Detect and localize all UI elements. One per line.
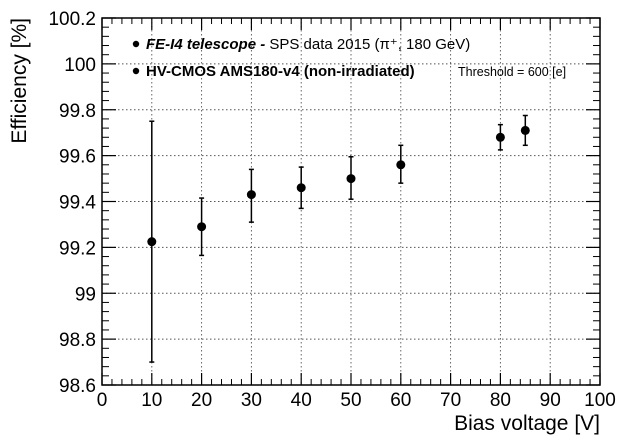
- x-axis-title: Bias voltage [V]: [454, 412, 600, 435]
- svg-text:FE-I4 telescope - SPS data 201: FE-I4 telescope - SPS data 2015 (π⁺, 180…: [146, 36, 470, 53]
- legend-line2-bold: HV-CMOS AMS180-v4 (non-irradiated): [146, 63, 415, 80]
- legend-line1-rest: SPS data 2015 (π⁺, 180 GeV): [265, 36, 470, 53]
- x-tick-label: 30: [241, 390, 262, 411]
- axis-ticks: [101, 17, 601, 386]
- data-point: [246, 190, 256, 200]
- y-tick-label: 98.8: [59, 330, 96, 351]
- x-tick-label: 20: [191, 390, 212, 411]
- legend-marker-1: [132, 40, 140, 48]
- legend-threshold: Threshold = 600 [e]: [458, 65, 566, 79]
- data-point: [346, 174, 356, 184]
- x-tick-label: 60: [390, 390, 411, 411]
- data-point: [197, 222, 207, 232]
- legend-line1-bold: FE-I4 telescope -: [146, 36, 265, 53]
- data-point: [520, 125, 530, 135]
- y-tick-label: 99.2: [59, 238, 96, 259]
- legend: FE-I4 telescope - SPS data 2015 (π⁺, 180…: [132, 36, 566, 80]
- x-tick-label: 100: [584, 390, 616, 411]
- y-tick-label: 99.6: [59, 147, 96, 168]
- y-tick-label: 100: [64, 55, 96, 76]
- x-tick-label: 70: [440, 390, 461, 411]
- x-tick-label: 50: [340, 390, 361, 411]
- x-tick-label: 0: [97, 390, 108, 411]
- y-tick-label: 98.6: [59, 376, 96, 397]
- y-tick-label: 99.4: [59, 193, 96, 214]
- svg-text:HV-CMOS AMS180-v4 (non-irradia: HV-CMOS AMS180-v4 (non-irradiated): [146, 63, 415, 80]
- y-tick-label: 100.2: [48, 9, 96, 30]
- x-tick-label: 80: [490, 390, 511, 411]
- y-tick-label: 99: [75, 284, 96, 305]
- x-tick-label: 40: [291, 390, 312, 411]
- y-tick-label: 99.8: [59, 101, 96, 122]
- grid-lines: [102, 18, 600, 385]
- x-tick-label: 90: [540, 390, 561, 411]
- y-axis-title: Efficiency [%]: [8, 18, 31, 144]
- x-tick-label: 10: [141, 390, 162, 411]
- legend-marker-2: [132, 67, 140, 75]
- data-point: [296, 183, 306, 193]
- data-point: [495, 132, 505, 142]
- data-point: [396, 160, 406, 170]
- data-point: [147, 237, 157, 247]
- tick-labels: 0 10 20 30 40 50 60 70 80 90 100 98.6 98.8 99 99.2 99.4…: [48, 9, 615, 411]
- data-points: [147, 114, 530, 363]
